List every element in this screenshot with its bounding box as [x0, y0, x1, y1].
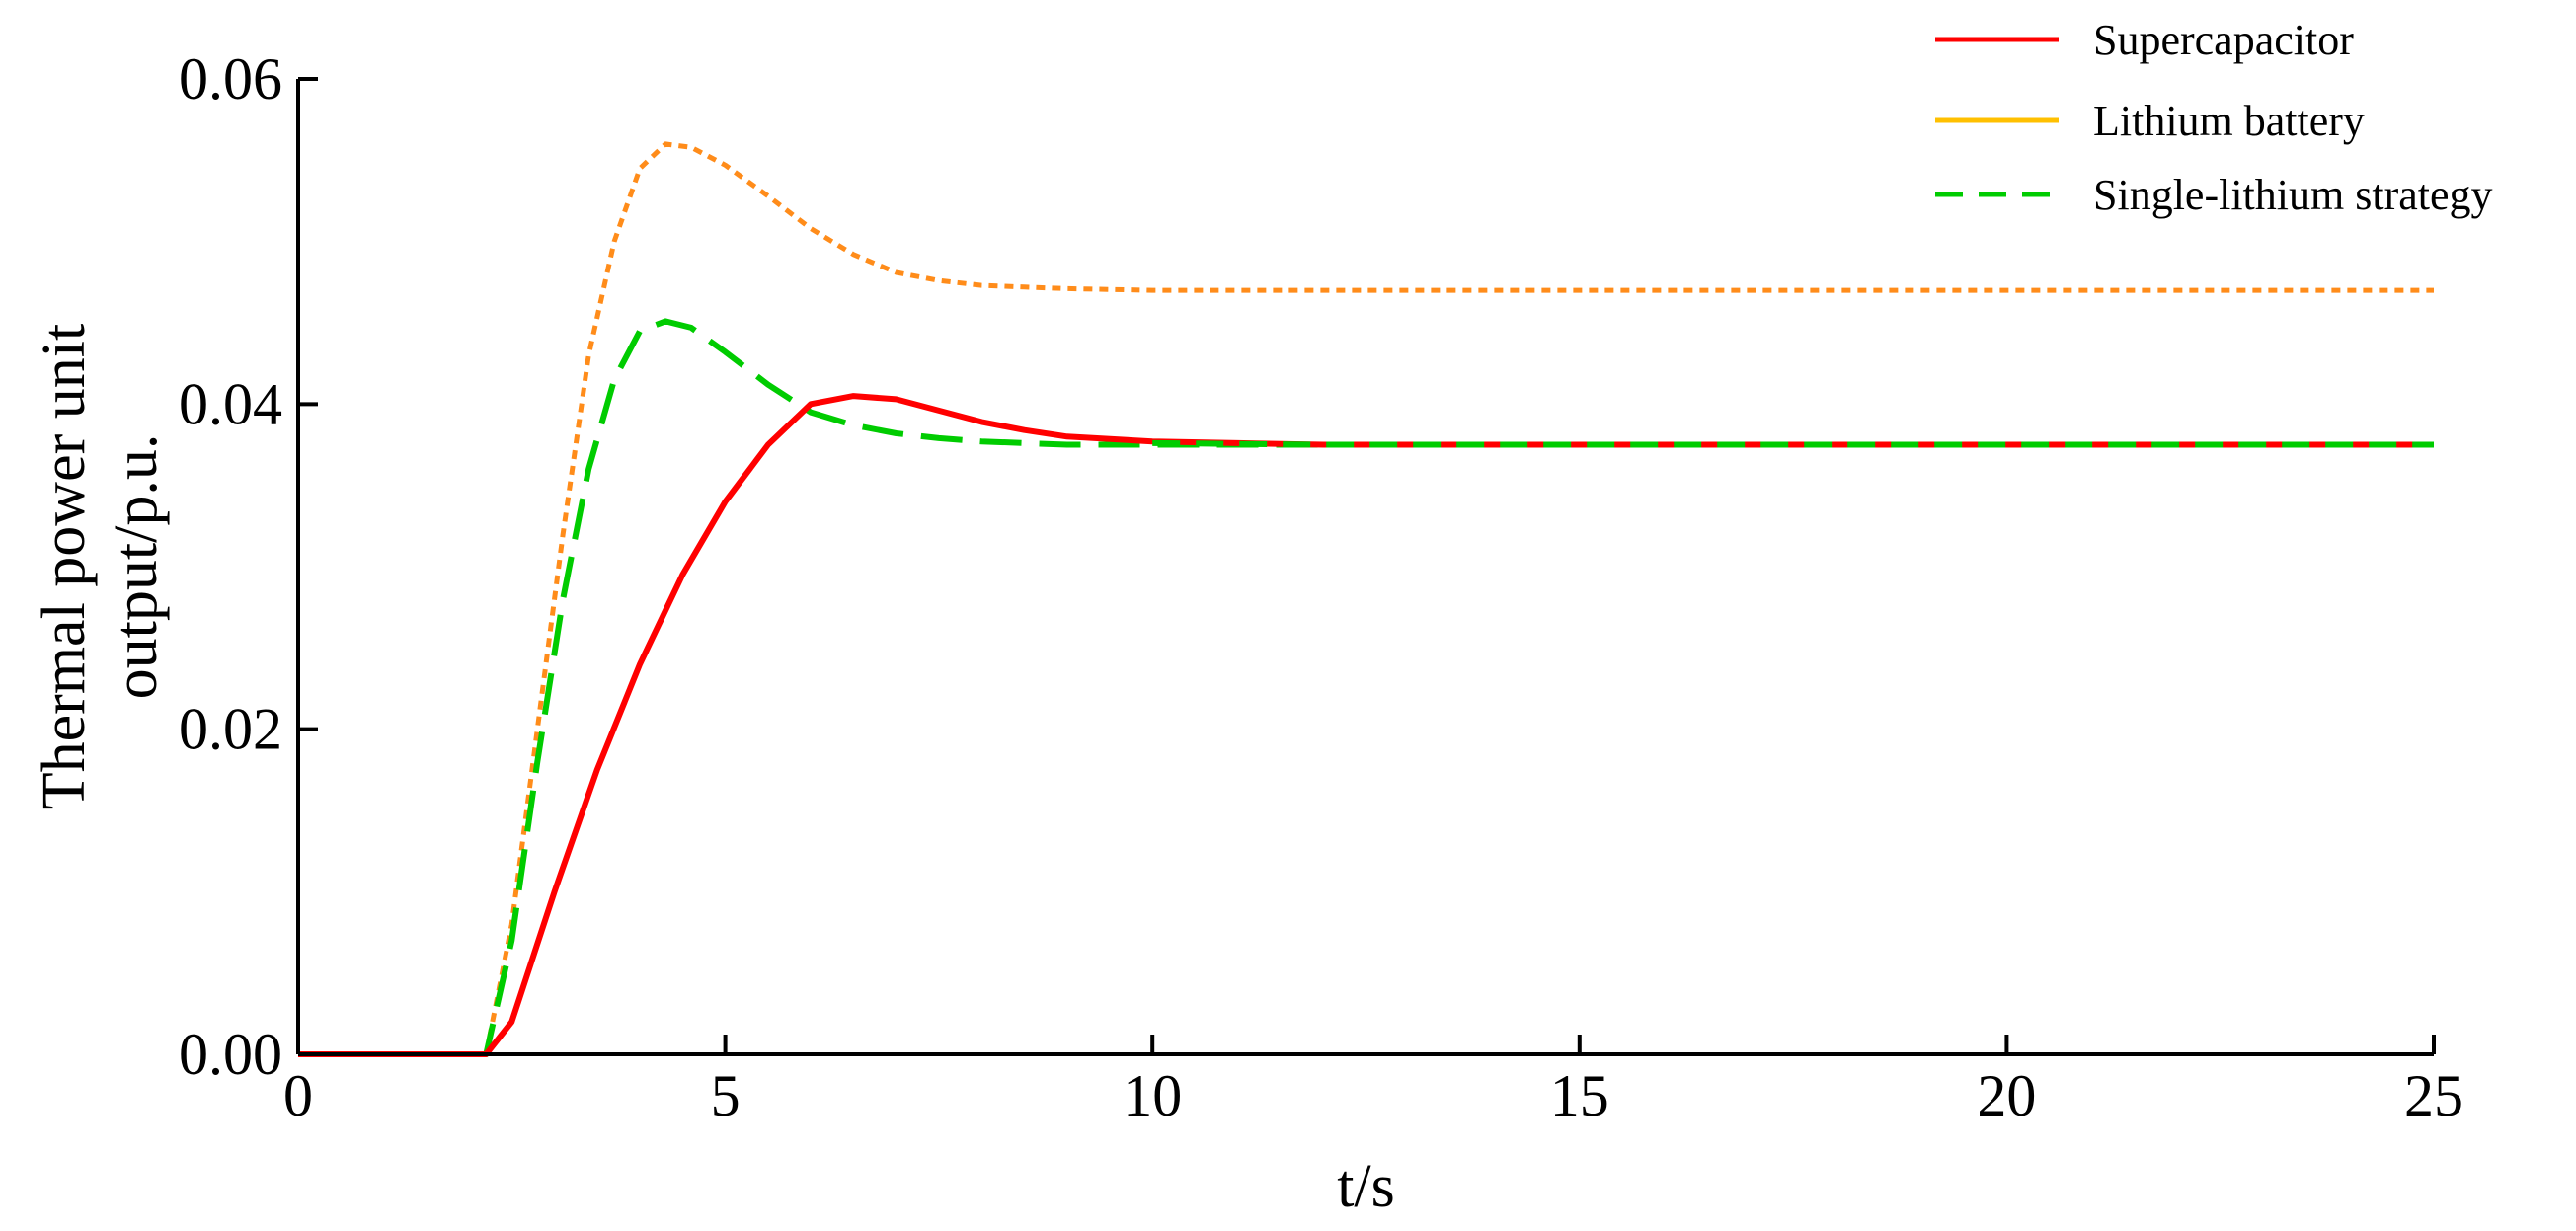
x-axis-ticks: 0 5 10 15 20 25	[283, 1035, 2463, 1128]
legend: Supercapacitor Lithium battery Single-li…	[1935, 16, 2493, 219]
y-tick-label: 0.00	[179, 1022, 282, 1087]
series-line-1	[298, 318, 2434, 1057]
series-layer	[298, 141, 2434, 1057]
y-tick-label: 0.02	[179, 697, 282, 762]
legend-item-single-lithium-strategy: Single-lithium strategy	[1935, 171, 2493, 219]
y-tick-label: 0.04	[179, 371, 282, 436]
series-line-2	[298, 393, 2434, 1057]
y-axis-ticks: 0.00 0.02 0.04 0.06	[179, 46, 318, 1087]
y-tick-label: 0.06	[179, 46, 282, 112]
series-line-3	[1152, 439, 2434, 448]
x-tick-label: 10	[1123, 1063, 1182, 1128]
x-tick-label: 25	[2404, 1063, 2463, 1128]
x-tick-label: 20	[1977, 1063, 2036, 1128]
y-axis-title: Thermal power unit output/p.u.	[31, 324, 170, 809]
legend-label-lithium-battery: Lithium battery	[2093, 97, 2365, 145]
legend-label-supercapacitor: Supercapacitor	[2093, 16, 2354, 64]
x-tick-label: 5	[711, 1063, 741, 1128]
legend-item-supercapacitor: Supercapacitor	[1935, 16, 2354, 64]
axes	[296, 79, 2434, 1056]
x-axis-title: t/s	[1337, 1153, 1395, 1220]
x-tick-label: 15	[1550, 1063, 1609, 1128]
y-axis-title-line-1: Thermal power unit	[31, 324, 98, 809]
y-axis-title-line-2: output/p.u.	[103, 434, 170, 700]
series-line-0	[298, 141, 2434, 1057]
legend-item-lithium-battery: Lithium battery	[1935, 97, 2365, 145]
legend-label-single-lithium-strategy: Single-lithium strategy	[2093, 171, 2493, 219]
x-tick-label: 0	[283, 1063, 313, 1128]
